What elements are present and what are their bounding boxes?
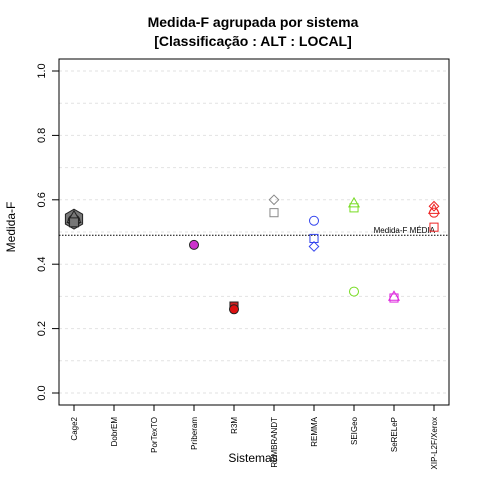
y-tick-label: 0.0 xyxy=(36,385,48,400)
x-axis-label: Sistemas xyxy=(228,451,277,465)
data-points xyxy=(64,194,441,315)
point-circle xyxy=(309,215,319,226)
plot-frame xyxy=(58,58,450,406)
point-diamond xyxy=(268,194,280,206)
x-tick-label: DobrEM xyxy=(110,417,119,447)
point-square xyxy=(69,217,79,228)
x-tick-label: PorTexTO xyxy=(150,417,159,453)
x-tick-label: REMBRANDT xyxy=(270,417,279,468)
y-axis: 0.0 0.2 0.4 0.6 0.8 1.0 xyxy=(36,63,59,401)
x-tick-label: XIP-L2F/Xerox xyxy=(430,417,439,469)
y-tick-label: 1.0 xyxy=(36,63,48,78)
x-tick-label: R3M xyxy=(230,417,239,434)
y-tick-label: 0.6 xyxy=(36,192,48,207)
x-tick-label: SEIGeo xyxy=(350,416,359,445)
point-square xyxy=(309,233,319,243)
point-circle xyxy=(229,304,239,315)
point-triangle xyxy=(387,290,401,301)
mean-line-group: Medida-F MÉDIA xyxy=(59,226,449,236)
x-axis: Cage2 DobrEM PorTexTO Príberam R3M REMBRANDT R… xyxy=(70,405,439,469)
x-tick-label: Príberam xyxy=(190,417,199,450)
y-axis-label: Medida-F xyxy=(4,202,18,253)
y-tick-label: 0.2 xyxy=(36,321,48,336)
chart-title-line2: [Classificação : ALT : LOCAL] xyxy=(154,33,352,49)
mean-line-label: Medida-F MÉDIA xyxy=(374,226,436,235)
grid-lines xyxy=(59,70,449,394)
x-tick-label: Cage2 xyxy=(70,416,79,440)
point-circle xyxy=(429,207,439,218)
point-circle xyxy=(189,239,199,250)
point-square xyxy=(269,208,279,218)
point-diamond xyxy=(308,241,320,252)
x-tick-label: SeRELeP xyxy=(390,417,399,452)
y-tick-label: 0.8 xyxy=(36,128,48,143)
point-square xyxy=(429,222,439,232)
x-tick-label: REMMA xyxy=(310,416,319,446)
point-circle xyxy=(349,286,359,297)
y-tick-label: 0.4 xyxy=(36,257,48,272)
point-diamond xyxy=(428,200,440,212)
point-triangle xyxy=(347,196,361,208)
point-square xyxy=(349,203,359,213)
chart-title-line1: Medida-F agrupada por sistema xyxy=(148,14,359,30)
